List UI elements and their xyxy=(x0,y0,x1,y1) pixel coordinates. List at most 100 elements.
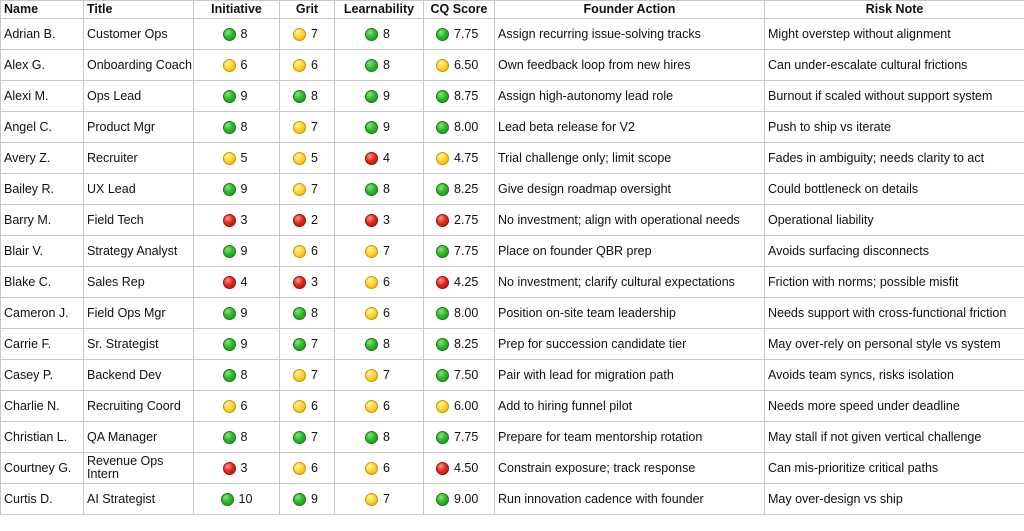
risk-note-cell[interactable]: Push to ship vs iterate xyxy=(764,111,1024,143)
risk-note-cell[interactable]: Fades in ambiguity; needs clarity to act xyxy=(764,142,1024,174)
initiative-cell[interactable]: 6 xyxy=(193,390,280,422)
learnability-cell[interactable]: 4 xyxy=(334,142,424,174)
title-cell[interactable]: Field Ops Mgr xyxy=(83,297,194,329)
grit-cell[interactable]: 7 xyxy=(279,173,335,205)
risk-note-cell[interactable]: Can mis-prioritize critical paths xyxy=(764,452,1024,484)
initiative-cell[interactable]: 4 xyxy=(193,266,280,298)
initiative-cell[interactable]: 9 xyxy=(193,328,280,360)
initiative-cell[interactable]: 3 xyxy=(193,452,280,484)
cq-score-cell[interactable]: 6.50 xyxy=(423,49,495,81)
cq-score-cell[interactable]: 7.75 xyxy=(423,18,495,50)
grit-cell[interactable]: 7 xyxy=(279,421,335,453)
initiative-cell[interactable]: 9 xyxy=(193,235,280,267)
founder-action-cell[interactable]: Trial challenge only; limit scope xyxy=(494,142,765,174)
name-cell[interactable]: Casey P. xyxy=(0,359,84,391)
header-name[interactable]: Name xyxy=(0,0,84,19)
learnability-cell[interactable]: 9 xyxy=(334,111,424,143)
grit-cell[interactable]: 6 xyxy=(279,235,335,267)
risk-note-cell[interactable]: Needs support with cross-functional fric… xyxy=(764,297,1024,329)
cq-score-cell[interactable]: 8.00 xyxy=(423,111,495,143)
risk-note-cell[interactable]: Could bottleneck on details xyxy=(764,173,1024,205)
founder-action-cell[interactable]: Assign high-autonomy lead role xyxy=(494,80,765,112)
risk-note-cell[interactable]: May over-rely on personal style vs syste… xyxy=(764,328,1024,360)
risk-note-cell[interactable]: Can under-escalate cultural frictions xyxy=(764,49,1024,81)
name-cell[interactable]: Blake C. xyxy=(0,266,84,298)
name-cell[interactable]: Alexi M. xyxy=(0,80,84,112)
header-grit[interactable]: Grit xyxy=(279,0,335,19)
learnability-cell[interactable]: 7 xyxy=(334,359,424,391)
title-cell[interactable]: Onboarding Coach xyxy=(83,49,194,81)
learnability-cell[interactable]: 8 xyxy=(334,49,424,81)
cq-score-cell[interactable]: 7.75 xyxy=(423,421,495,453)
grit-cell[interactable]: 3 xyxy=(279,266,335,298)
header-title[interactable]: Title xyxy=(83,0,194,19)
grit-cell[interactable]: 2 xyxy=(279,204,335,236)
grit-cell[interactable]: 6 xyxy=(279,452,335,484)
title-cell[interactable]: Customer Ops xyxy=(83,18,194,50)
title-cell[interactable]: Recruiting Coord xyxy=(83,390,194,422)
header-risk-note[interactable]: Risk Note xyxy=(764,0,1024,19)
founder-action-cell[interactable]: Prep for succession candidate tier xyxy=(494,328,765,360)
initiative-cell[interactable]: 9 xyxy=(193,297,280,329)
grit-cell[interactable]: 6 xyxy=(279,49,335,81)
header-founder-action[interactable]: Founder Action xyxy=(494,0,765,19)
name-cell[interactable]: Cameron J. xyxy=(0,297,84,329)
cq-score-cell[interactable]: 4.25 xyxy=(423,266,495,298)
learnability-cell[interactable]: 8 xyxy=(334,173,424,205)
learnability-cell[interactable]: 6 xyxy=(334,452,424,484)
learnability-cell[interactable]: 7 xyxy=(334,483,424,515)
name-cell[interactable]: Barry M. xyxy=(0,204,84,236)
title-cell[interactable]: Revenue Ops Intern xyxy=(83,452,194,484)
cq-score-cell[interactable]: 8.75 xyxy=(423,80,495,112)
title-cell[interactable]: Product Mgr xyxy=(83,111,194,143)
cq-score-cell[interactable]: 8.00 xyxy=(423,297,495,329)
learnability-cell[interactable]: 8 xyxy=(334,328,424,360)
name-cell[interactable]: Charlie N. xyxy=(0,390,84,422)
learnability-cell[interactable]: 8 xyxy=(334,421,424,453)
learnability-cell[interactable]: 7 xyxy=(334,235,424,267)
name-cell[interactable]: Courtney G. xyxy=(0,452,84,484)
name-cell[interactable]: Carrie F. xyxy=(0,328,84,360)
name-cell[interactable]: Bailey R. xyxy=(0,173,84,205)
founder-action-cell[interactable]: Own feedback loop from new hires xyxy=(494,49,765,81)
risk-note-cell[interactable]: Operational liability xyxy=(764,204,1024,236)
cq-score-cell[interactable]: 4.75 xyxy=(423,142,495,174)
initiative-cell[interactable]: 6 xyxy=(193,49,280,81)
grit-cell[interactable]: 8 xyxy=(279,80,335,112)
founder-action-cell[interactable]: Place on founder QBR prep xyxy=(494,235,765,267)
cq-score-cell[interactable]: 7.75 xyxy=(423,235,495,267)
grit-cell[interactable]: 5 xyxy=(279,142,335,174)
name-cell[interactable]: Curtis D. xyxy=(0,483,84,515)
initiative-cell[interactable]: 8 xyxy=(193,359,280,391)
cq-score-cell[interactable]: 8.25 xyxy=(423,173,495,205)
initiative-cell[interactable]: 9 xyxy=(193,80,280,112)
title-cell[interactable]: QA Manager xyxy=(83,421,194,453)
learnability-cell[interactable]: 6 xyxy=(334,297,424,329)
initiative-cell[interactable]: 8 xyxy=(193,18,280,50)
title-cell[interactable]: Backend Dev xyxy=(83,359,194,391)
founder-action-cell[interactable]: Position on-site team leadership xyxy=(494,297,765,329)
title-cell[interactable]: Recruiter xyxy=(83,142,194,174)
grit-cell[interactable]: 7 xyxy=(279,359,335,391)
founder-action-cell[interactable]: Lead beta release for V2 xyxy=(494,111,765,143)
founder-action-cell[interactable]: Assign recurring issue-solving tracks xyxy=(494,18,765,50)
name-cell[interactable]: Avery Z. xyxy=(0,142,84,174)
grit-cell[interactable]: 7 xyxy=(279,111,335,143)
initiative-cell[interactable]: 10 xyxy=(193,483,280,515)
founder-action-cell[interactable]: No investment; align with operational ne… xyxy=(494,204,765,236)
name-cell[interactable]: Blair V. xyxy=(0,235,84,267)
cq-score-cell[interactable]: 7.50 xyxy=(423,359,495,391)
header-initiative[interactable]: Initiative xyxy=(193,0,280,19)
grit-cell[interactable]: 8 xyxy=(279,297,335,329)
founder-action-cell[interactable]: No investment; clarify cultural expectat… xyxy=(494,266,765,298)
initiative-cell[interactable]: 5 xyxy=(193,142,280,174)
risk-note-cell[interactable]: Friction with norms; possible misfit xyxy=(764,266,1024,298)
founder-action-cell[interactable]: Pair with lead for migration path xyxy=(494,359,765,391)
learnability-cell[interactable]: 6 xyxy=(334,390,424,422)
learnability-cell[interactable]: 3 xyxy=(334,204,424,236)
grit-cell[interactable]: 7 xyxy=(279,18,335,50)
header-learnability[interactable]: Learnability xyxy=(334,0,424,19)
grit-cell[interactable]: 9 xyxy=(279,483,335,515)
risk-note-cell[interactable]: Avoids surfacing disconnects xyxy=(764,235,1024,267)
title-cell[interactable]: Field Tech xyxy=(83,204,194,236)
